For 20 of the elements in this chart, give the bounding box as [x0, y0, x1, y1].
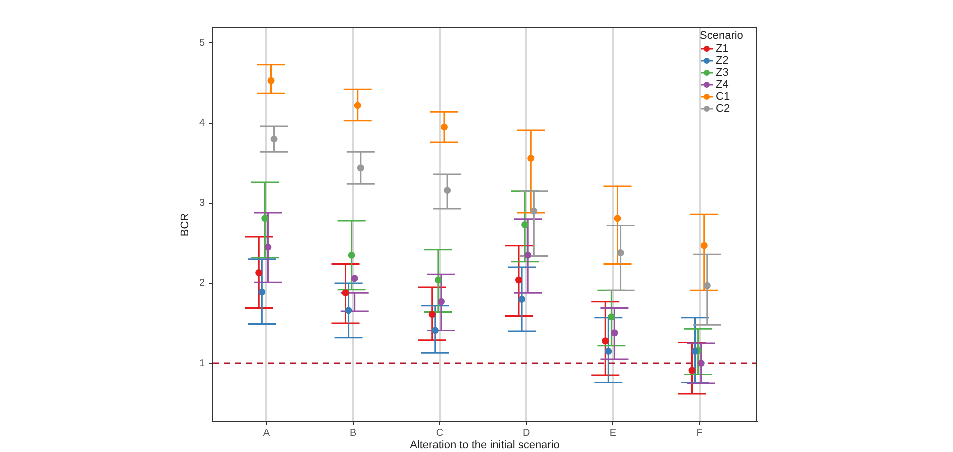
legend-label: C1 [716, 91, 730, 103]
x-tick-label: E [610, 428, 617, 439]
x-tick-label: C [436, 428, 444, 439]
legend-label: Z4 [716, 79, 729, 91]
legend-label: C2 [716, 103, 730, 115]
legend-label: Z2 [716, 55, 729, 67]
y-axis-title: BCR [180, 213, 192, 237]
legend-title: Scenario [700, 30, 744, 42]
x-tick-label: D [522, 428, 530, 439]
x-tick-label: F [696, 428, 703, 439]
x-tick-label: A [263, 428, 270, 439]
x-axis-title: Alteration to the initial scenario [410, 439, 560, 452]
y-tick-label: 4 [199, 118, 206, 130]
y-tick-label: 2 [199, 278, 206, 290]
y-tick-label: 3 [199, 198, 206, 210]
y-tick-label: 5 [199, 38, 206, 49]
y-tick-label: 1 [199, 358, 206, 370]
legend-label: Z1 [716, 43, 729, 55]
legend-label: Z3 [716, 67, 729, 79]
x-tick-label: B [350, 428, 357, 439]
